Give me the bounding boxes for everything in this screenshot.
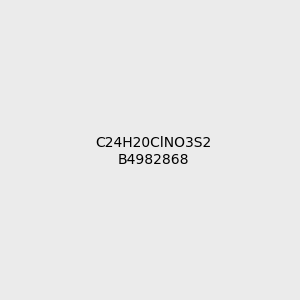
Text: C24H20ClNO3S2
B4982868: C24H20ClNO3S2 B4982868 — [96, 136, 212, 166]
